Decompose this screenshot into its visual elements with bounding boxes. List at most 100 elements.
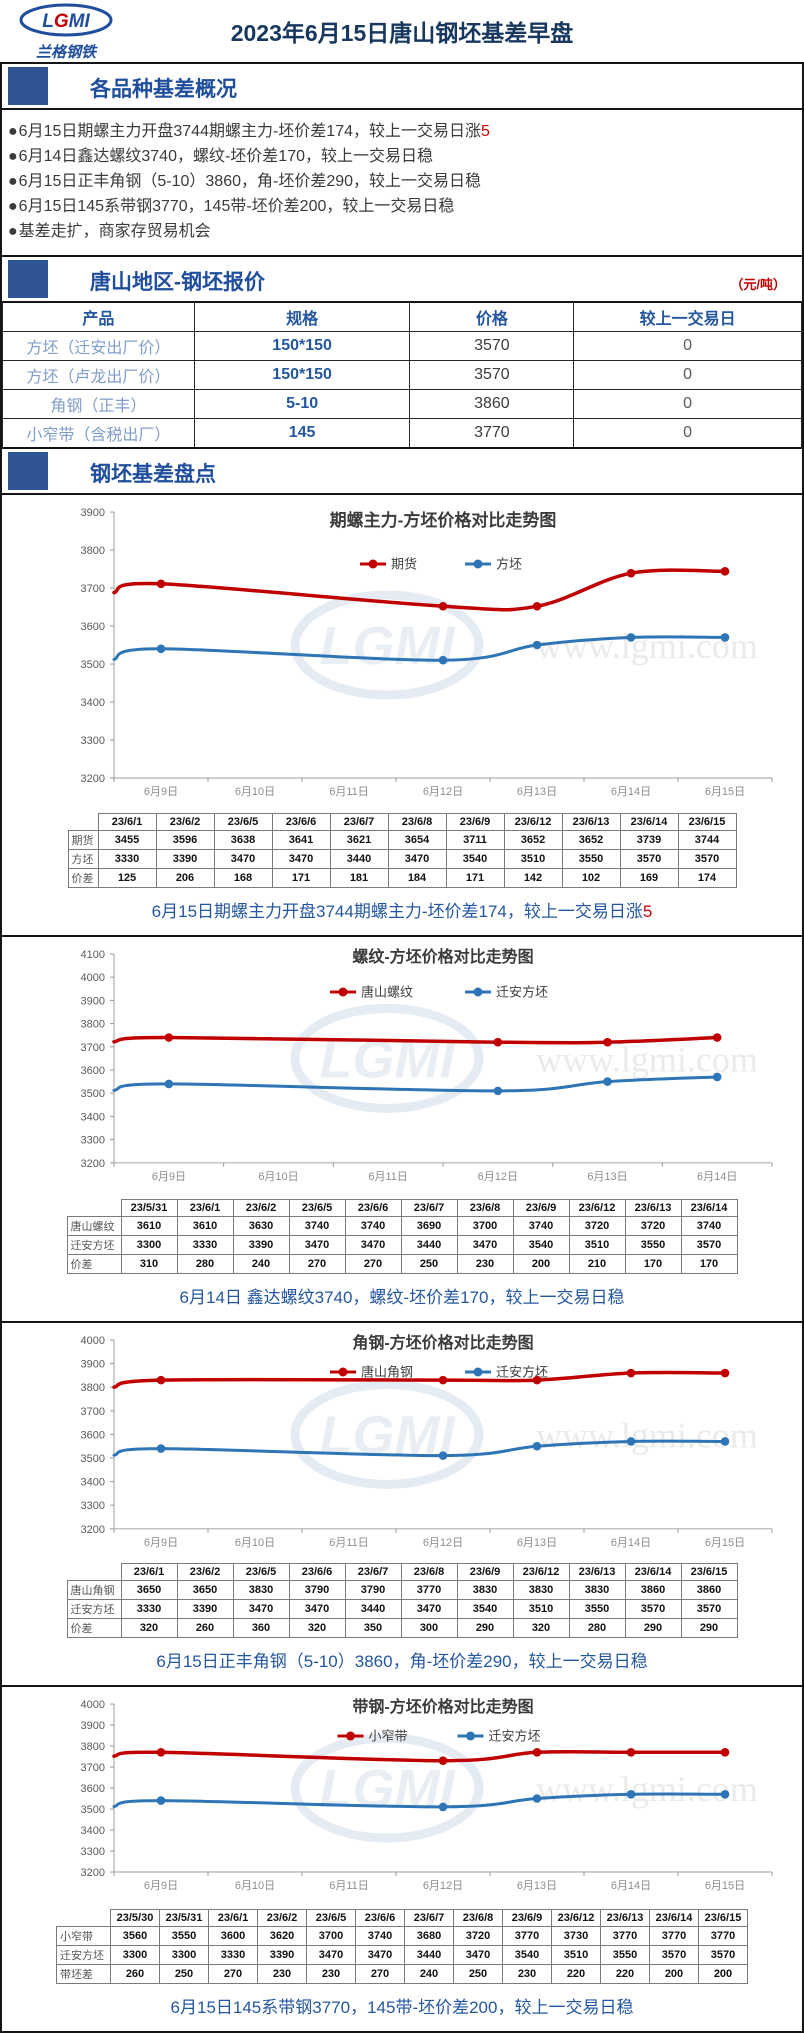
- value-cell: 290: [456, 1618, 514, 1638]
- data-point-marker: [532, 1748, 542, 1757]
- bullet-item: ●6月15日145系带钢3770，145带-坯价差200，较上一交易日稳: [8, 194, 796, 219]
- x-tick-label: 6月11日: [329, 1537, 369, 1549]
- data-point-marker: [720, 1437, 730, 1446]
- section-title: 钢坯基差盘点: [90, 463, 216, 486]
- y-tick-label: 3400: [81, 1477, 105, 1489]
- chart-caption: 6月15日期螺主力开盘3744期螺主力-坯价差174，较上一交易日涨5: [2, 897, 802, 922]
- y-tick-label: 3900: [81, 507, 105, 519]
- data-point-marker: [532, 601, 542, 611]
- value-cell: 3770: [649, 1926, 699, 1946]
- value-cell: 260: [110, 1964, 160, 1984]
- data-point-marker: [720, 1748, 730, 1757]
- value-cell: 290: [680, 1618, 738, 1638]
- x-tick-label: 6月11日: [329, 1880, 369, 1892]
- x-tick-label: 6月9日: [144, 786, 178, 798]
- y-tick-label: 3800: [81, 1382, 105, 1394]
- date-cell: 23/5/31: [120, 1199, 178, 1217]
- value-cell: 3470: [344, 1235, 402, 1255]
- y-tick-label: 3300: [81, 1135, 105, 1147]
- value-cell: 3540: [502, 1945, 552, 1965]
- legend-item: 唐山角钢: [330, 1365, 413, 1380]
- legend-label: 迁安方坯: [489, 1729, 541, 1744]
- value-cell: 3600: [208, 1926, 258, 1946]
- date-cell: 23/6/6: [271, 813, 331, 831]
- lgmi-logo-icon: LGMI: [19, 3, 113, 37]
- legend-label: 方坯: [496, 557, 522, 572]
- value-cell: 3654: [387, 830, 447, 850]
- data-point-marker: [626, 1368, 636, 1378]
- date-cell: 23/6/15: [680, 1563, 738, 1581]
- table-header-row: 23/5/31 23/6/1 23/6/2 23/6/5 23/6/6 23/6/7 23/…: [67, 1199, 738, 1217]
- table-row: 迁安方坯 3300 3300 3330 3390 3470 3470 3440 3470 3540…: [56, 1945, 748, 1965]
- bullet-icon: ●: [8, 223, 18, 240]
- value-cell: 3570: [698, 1945, 748, 1965]
- value-cell: 125: [97, 868, 157, 888]
- value-cell: 3650: [176, 1580, 234, 1600]
- overview-bullet-list: ●6月15日期螺主力开盘3744期螺主力-坯价差174，较上一交易日涨5 ●6月1…: [2, 110, 802, 257]
- watermark: LGMI www.lgmi.com: [290, 1379, 758, 1489]
- value-cell: 230: [306, 1964, 356, 1984]
- section-block-icon: [8, 67, 48, 105]
- value-cell: 200: [698, 1964, 748, 1984]
- company-name: 兰格钢铁: [35, 44, 96, 61]
- corner-cell: [68, 813, 99, 831]
- data-point-marker: [712, 1072, 722, 1082]
- caption-highlight: 5: [642, 902, 653, 921]
- data-point-marker: [438, 1802, 448, 1812]
- data-point-marker: [156, 579, 166, 589]
- date-cell: 23/6/9: [456, 1563, 514, 1581]
- value-cell: 170: [624, 1254, 682, 1274]
- y-tick-label: 3800: [81, 1741, 105, 1753]
- x-tick-label: 6月13日: [587, 1171, 627, 1183]
- value-cell: 3540: [456, 1599, 514, 1619]
- legend-item: 小窄带: [337, 1729, 408, 1744]
- x-tick-label: 6月11日: [368, 1171, 408, 1183]
- value-cell: 3300: [120, 1235, 178, 1255]
- y-tick-label: 3600: [81, 1065, 105, 1077]
- delta-cell: 0: [573, 389, 802, 419]
- date-cell: 23/6/8: [453, 1909, 503, 1927]
- bullet-icon: ●: [8, 173, 18, 190]
- row-label: 迁安方坯: [56, 1945, 111, 1965]
- chart-plot: LGMI www.lgmi.com 4100 4000 3900 3800 3700 3600…: [81, 947, 773, 1183]
- table-row: 方坯 3330 3390 3470 3470 3440 3470 3540 3510 3550 35…: [67, 849, 737, 869]
- chart-section-4: LGMI www.lgmi.com 4000 3900 3800 3700 3600 3500…: [2, 1685, 802, 2031]
- x-tick-label: 6月10日: [235, 786, 275, 798]
- x-tick-label: 6月13日: [517, 786, 557, 798]
- value-cell: 3440: [404, 1945, 454, 1965]
- report-header: LGMI 兰格钢铁 2023年6月15日唐山钢坯基差早盘: [0, 0, 804, 64]
- value-cell: 3610: [120, 1216, 178, 1236]
- value-cell: 260: [176, 1618, 234, 1638]
- chart-title: 角钢-方坯价格对比走势图: [352, 1333, 533, 1352]
- legend-marker-icon: [338, 987, 348, 997]
- chart-title: 螺纹-方坯价格对比走势图: [352, 947, 533, 966]
- value-cell: 240: [404, 1964, 454, 1984]
- data-point-marker: [164, 1079, 174, 1089]
- value-cell: 3790: [344, 1580, 402, 1600]
- watermark-ellipse: [290, 1379, 484, 1489]
- section-header-basis: 钢坯基差盘点: [2, 449, 802, 493]
- corner-cell: [67, 1563, 122, 1581]
- data-point-marker: [720, 566, 730, 576]
- section-title: 唐山地区-钢坯报价: [90, 271, 265, 294]
- date-cell: 23/6/1: [97, 813, 157, 831]
- date-cell: 23/6/14: [624, 1563, 682, 1581]
- product-cell: 方坯（迁安出厂价）: [2, 331, 195, 361]
- value-cell: 3830: [232, 1580, 290, 1600]
- value-cell: 220: [600, 1964, 650, 1984]
- date-cell: 23/6/12: [512, 1563, 570, 1581]
- value-cell: 3570: [624, 1599, 682, 1619]
- y-tick-label: 4000: [81, 1699, 105, 1711]
- date-cell: 23/6/7: [400, 1199, 458, 1217]
- x-tick-label: 6月10日: [235, 1880, 275, 1892]
- x-tick-label: 6月11日: [329, 786, 369, 798]
- value-cell: 3470: [271, 849, 331, 869]
- watermark-ellipse: [290, 1003, 484, 1113]
- bullet-text: 6月15日正丰角钢（5-10）3860，角-坯价差290，较上一交易日稳: [18, 173, 482, 190]
- data-point-marker: [156, 1375, 166, 1385]
- row-label: 唐山角钢: [66, 1580, 122, 1600]
- chart-data-table: 23/6/1 23/6/2 23/6/5 23/6/6 23/6/7 23/6/8 23/6…: [66, 1563, 738, 1638]
- value-cell: 3652: [503, 830, 563, 850]
- date-cell: 23/6/6: [288, 1563, 346, 1581]
- row-label: 方坯: [67, 849, 99, 869]
